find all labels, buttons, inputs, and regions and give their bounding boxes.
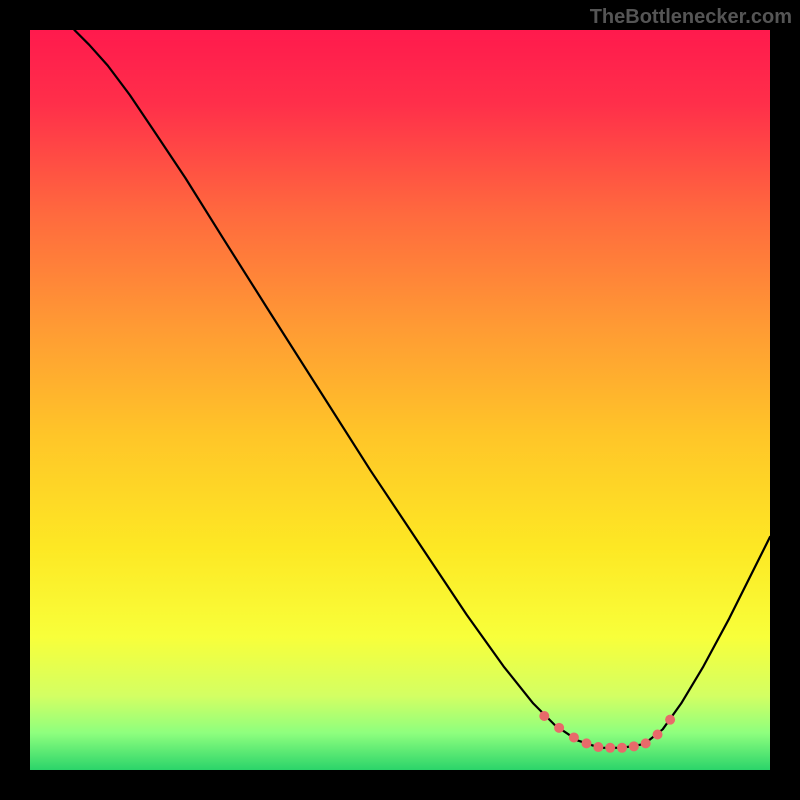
curve-marker <box>653 729 663 739</box>
curve-marker <box>569 732 579 742</box>
curve-marker <box>617 743 627 753</box>
gradient-background <box>30 30 770 770</box>
curve-marker <box>629 741 639 751</box>
curve-marker <box>554 723 564 733</box>
plot-area <box>30 30 770 770</box>
curve-marker <box>641 738 651 748</box>
watermark: TheBottlenecker.com <box>590 6 792 29</box>
curve-marker <box>593 742 603 752</box>
chart-svg <box>30 30 770 770</box>
curve-marker <box>605 743 615 753</box>
curve-marker <box>581 738 591 748</box>
curve-marker <box>665 715 675 725</box>
curve-marker <box>539 711 549 721</box>
